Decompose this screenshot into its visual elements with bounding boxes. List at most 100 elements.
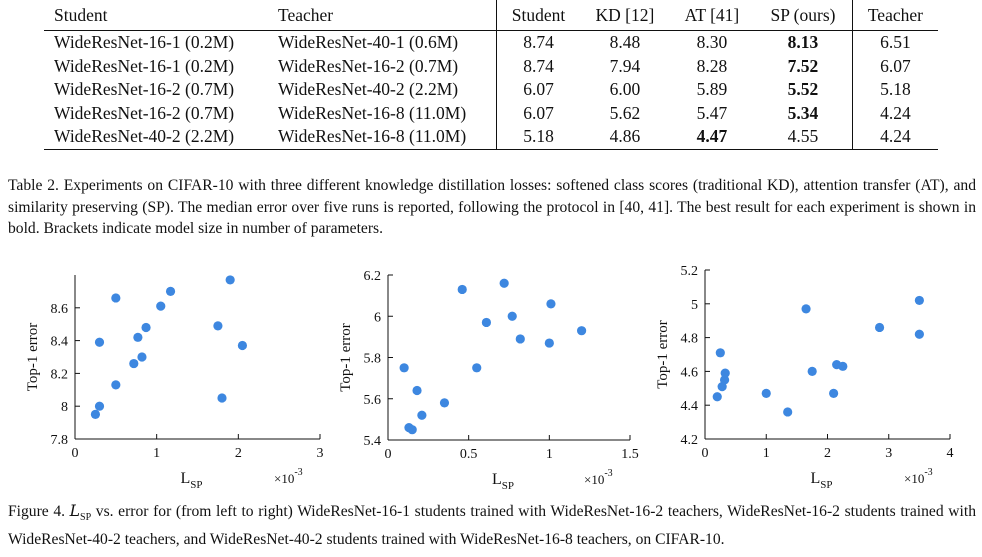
- data-point: [137, 352, 147, 362]
- figure-caption: Figure 4. LSP vs. error for (from left t…: [8, 501, 976, 550]
- data-point: [90, 409, 101, 419]
- table-cell: 7.52: [754, 54, 853, 78]
- data-point: [237, 340, 248, 351]
- table-row: WideResNet-16-2 (0.7M) WideResNet-40-2 (2…: [44, 78, 938, 102]
- data-point: [111, 293, 121, 303]
- data-point: [94, 337, 105, 347]
- data-point: [838, 361, 848, 371]
- table-cell: 8.74: [523, 55, 554, 76]
- x-tick-label: 2: [235, 446, 242, 461]
- data-point: [141, 322, 151, 333]
- data-point: [783, 407, 793, 417]
- x-axis-label-sub: SP: [502, 480, 514, 492]
- data-point: [712, 392, 722, 402]
- data-point: [720, 368, 730, 378]
- data-point: [507, 311, 517, 321]
- figure-caption-text: vs. error for (from left to right) WideR…: [8, 503, 976, 548]
- y-axis-label: Top-1 error: [655, 320, 671, 389]
- data-point: [94, 401, 105, 411]
- y-tick-label: 4.2: [681, 433, 699, 448]
- x-axis-label: LSP: [492, 471, 514, 492]
- table-cell: WideResNet-40-2 (2.2M): [272, 78, 497, 102]
- x-tick-label: 1.5: [621, 447, 639, 462]
- x-axis-label-main: L: [492, 471, 502, 488]
- data-point: [761, 388, 771, 398]
- header-teacher-error: Teacher: [852, 0, 938, 31]
- table-header-row: Student Teacher Student KD [12] AT [41] …: [44, 0, 938, 31]
- table-cell: 4.24: [880, 102, 911, 123]
- table-cell: WideResNet-16-8 (11.0M): [272, 101, 497, 125]
- data-point: [874, 322, 885, 333]
- data-point: [439, 398, 450, 408]
- x-tick-label: 0: [702, 446, 709, 461]
- data-point: [407, 425, 417, 435]
- y-tick-label: 5.2: [681, 264, 699, 279]
- header-sp: SP (ours): [754, 0, 853, 31]
- y-tick-label: 4.4: [681, 399, 699, 414]
- data-point: [829, 388, 839, 398]
- x-tick-label: 0: [72, 446, 79, 461]
- data-point: [914, 329, 924, 339]
- x-multiplier: ×10-3: [904, 467, 933, 486]
- table-cell: WideResNet-40-1 (0.6M): [272, 30, 497, 55]
- table-cell: WideResNet-16-8 (11.0M): [272, 125, 497, 150]
- data-point: [213, 321, 223, 331]
- x-multiplier-base: ×10: [904, 471, 924, 486]
- header-student-error: Student: [496, 0, 581, 31]
- figure-caption-symbol: L: [69, 502, 81, 520]
- y-tick-label: 8.2: [51, 367, 69, 382]
- y-tick-label: 8.4: [51, 335, 69, 350]
- table-cell: 5.18: [880, 79, 911, 99]
- x-tick-label: 3: [885, 446, 892, 461]
- x-tick-label: 3: [317, 446, 324, 461]
- data-point: [217, 393, 227, 403]
- table-cell: 6.07: [523, 102, 554, 123]
- data-point: [481, 317, 492, 328]
- table-cell: 8.13: [754, 30, 853, 55]
- data-point: [225, 275, 235, 285]
- table-cell: WideResNet-16-2 (0.7M): [54, 79, 235, 99]
- table-cell: WideResNet-40-2 (2.2M): [44, 125, 272, 150]
- x-multiplier-exp: -3: [604, 468, 612, 479]
- table-cell: 8.48: [609, 32, 641, 52]
- y-tick-label: 6: [374, 310, 381, 325]
- table-cell: 5.18: [496, 125, 581, 150]
- y-tick-label: 8.6: [51, 302, 69, 317]
- y-tick-label: 6.2: [364, 269, 382, 284]
- table-cell: 4.55: [754, 125, 853, 150]
- table-cell: WideResNet-16-1 (0.2M): [54, 55, 235, 76]
- x-multiplier: ×10-3: [584, 468, 613, 487]
- y-tick-label: 4.8: [681, 332, 699, 347]
- data-point: [499, 278, 509, 288]
- x-tick-label: 4: [947, 446, 954, 461]
- table-cell: 6.07: [523, 79, 554, 99]
- table-cell: 6.00: [609, 79, 641, 99]
- x-tick-label: 0.5: [460, 447, 478, 462]
- table-cell: 5.52: [754, 78, 853, 102]
- data-point: [914, 295, 924, 306]
- data-point: [801, 304, 811, 314]
- x-axis-label-sub: SP: [820, 479, 832, 491]
- scatter-plot-3: 0 1 2 3 4 4.2 4.4 4.6 4.8 5 5.2 Top-1 error LSP ×10-3: [655, 264, 954, 491]
- data-point: [165, 286, 176, 296]
- data-point: [515, 334, 525, 344]
- data-point: [111, 380, 121, 390]
- table-caption: Table 2. Experiments on CIFAR-10 with th…: [8, 177, 976, 237]
- data-point: [577, 326, 587, 336]
- table-cell: 6.07: [880, 55, 911, 76]
- header-student: Student: [44, 0, 272, 31]
- x-tick-label: 0: [385, 447, 392, 462]
- data-point: [417, 410, 427, 420]
- x-multiplier: ×10-3: [274, 467, 303, 486]
- x-axis-label-sub: SP: [190, 479, 202, 491]
- table-row: WideResNet-16-1 (0.2M) WideResNet-40-1 (0…: [44, 30, 938, 55]
- x-axis-label: LSP: [180, 470, 202, 491]
- x-tick-label: 2: [824, 446, 831, 461]
- x-multiplier-exp: -3: [294, 467, 302, 478]
- data-point: [412, 385, 422, 396]
- x-tick-label: 1: [546, 447, 553, 462]
- table-body: WideResNet-16-1 (0.2M) WideResNet-40-1 (0…: [44, 30, 938, 150]
- x-multiplier-base: ×10: [274, 471, 294, 486]
- header-teacher: Teacher: [272, 0, 497, 31]
